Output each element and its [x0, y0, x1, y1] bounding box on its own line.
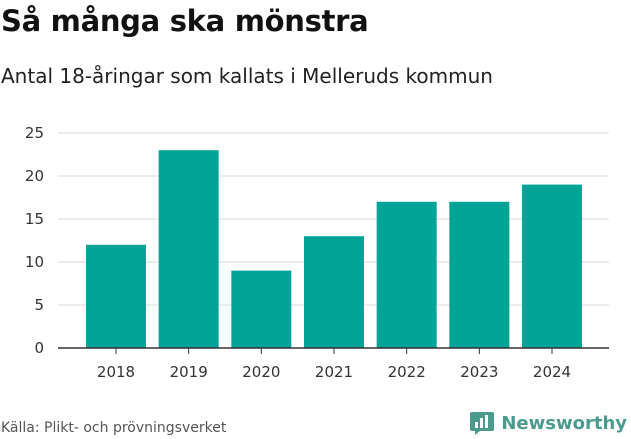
- x-tick-label: 2021: [315, 363, 353, 381]
- source-note: Källa: Plikt- och prövningsverket: [1, 420, 227, 436]
- bar-2019[interactable]: [158, 150, 219, 348]
- y-tick-label: 25: [25, 124, 44, 142]
- y-tick-label: 5: [34, 296, 44, 314]
- x-tick-label: 2018: [97, 363, 135, 381]
- y-tick-label: 0: [34, 339, 44, 357]
- bar-2018[interactable]: [86, 244, 146, 348]
- x-tick-label: 2024: [533, 363, 571, 381]
- y-tick-label: 15: [25, 210, 44, 228]
- y-axis-ticks: 0 5 10 15 20 25: [25, 124, 44, 357]
- bar-2023[interactable]: [449, 201, 510, 348]
- y-tick-label: 10: [25, 253, 44, 271]
- x-tick-label: 2019: [170, 363, 208, 381]
- x-axis-ticks: 2018 2019 2020 2021 2022 2023 2024: [97, 348, 571, 381]
- bar-chart: 0 5 10 15 20 25 2018 2019 2020 2021 2022 2023 2024: [25, 124, 609, 381]
- x-tick-label: 2023: [460, 363, 498, 381]
- bar-2021[interactable]: [304, 236, 364, 348]
- bar-2020[interactable]: [231, 270, 292, 348]
- x-tick-label: 2022: [388, 363, 426, 381]
- y-tick-label: 20: [25, 167, 44, 185]
- chart-title: Så många ska mönstra: [1, 4, 369, 38]
- chart-subtitle: Antal 18-åringar som kallats i Melleruds…: [1, 64, 493, 88]
- chart-speech-bubble-icon: [470, 412, 495, 435]
- bars: [86, 150, 582, 348]
- brand-logo[interactable]: Newsworthy: [469, 410, 627, 436]
- bar-2024[interactable]: [522, 184, 582, 348]
- brand-name: Newsworthy: [501, 412, 627, 434]
- x-tick-label: 2020: [242, 363, 280, 381]
- bar-2022[interactable]: [376, 201, 437, 348]
